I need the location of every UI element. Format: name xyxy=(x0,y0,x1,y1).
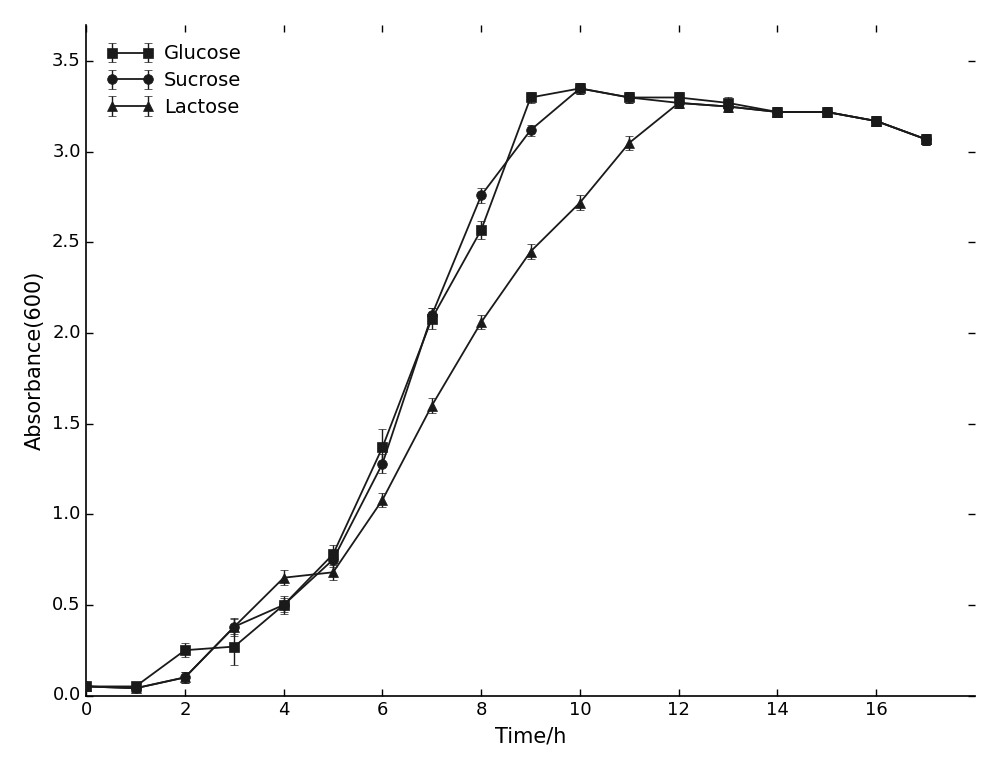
X-axis label: Time/h: Time/h xyxy=(495,726,566,746)
Legend: Glucose, Sucrose, Lactose: Glucose, Sucrose, Lactose xyxy=(96,35,252,126)
Y-axis label: Absorbance(600): Absorbance(600) xyxy=(25,271,45,450)
